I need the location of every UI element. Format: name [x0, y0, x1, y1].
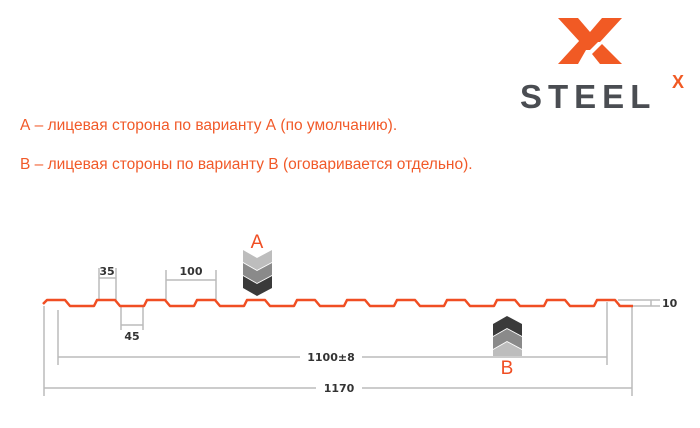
note-face-a: А – лицевая сторона по варианту А (по ум… — [20, 117, 398, 134]
face-b-chevrons-icon — [493, 316, 522, 356]
face-b-label: B — [501, 358, 514, 379]
logo: STEEL X — [520, 14, 690, 115]
dim-total-width: 1170 — [324, 382, 355, 395]
dim-useful-width: 1100±8 — [307, 351, 355, 364]
face-a-chevrons-icon — [243, 250, 272, 296]
steelx-logo-mark — [558, 18, 622, 64]
logo-superscript: X — [672, 72, 685, 92]
face-a-label: A — [251, 232, 264, 253]
note-face-b: В – лицевая стороны по варианту В (огова… — [20, 156, 473, 173]
dim-pitch: 100 — [180, 265, 203, 278]
dim-rib-bottom: 45 — [124, 330, 139, 343]
dimension-lines — [43, 268, 660, 396]
sheet-profile — [42, 298, 633, 308]
dim-rib-top: 35 — [99, 265, 114, 278]
logo-text: STEEL — [520, 78, 657, 115]
dim-height: 10 — [662, 297, 678, 310]
